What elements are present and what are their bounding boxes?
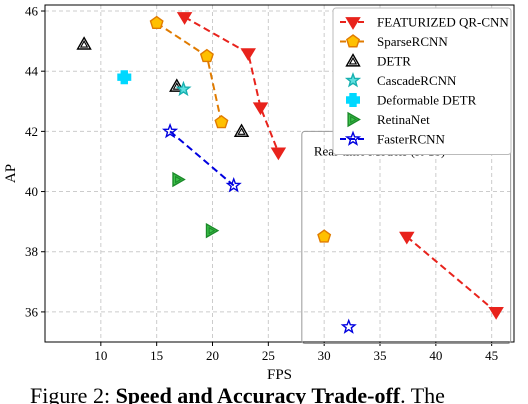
realtime-marks xyxy=(317,229,504,334)
legend: FEATURIZED QR-CNN SparseRCNN DETR CascadeRC… xyxy=(332,7,512,155)
series-fasterrcnn xyxy=(161,122,242,193)
x-tick-label: 45 xyxy=(485,348,498,363)
caption-suffix: . The xyxy=(400,383,445,404)
caption-bold: Speed and Accuracy Trade-off xyxy=(116,383,401,404)
legend-label: FEATURIZED QR-CNN xyxy=(377,15,509,30)
legend-label: FasterRCNN xyxy=(377,132,446,147)
legend-marker xyxy=(345,17,361,30)
data-point-inner xyxy=(172,82,181,90)
legend-box xyxy=(332,7,512,155)
legend-label: RetinaNet xyxy=(377,112,430,127)
legend-marker xyxy=(345,53,361,67)
series-retinanet xyxy=(172,171,220,239)
legend-marker-inner xyxy=(348,56,358,65)
legend-marker xyxy=(345,34,361,48)
data-point xyxy=(176,12,193,25)
data-point-inner xyxy=(208,226,216,235)
series-layer xyxy=(76,12,287,239)
data-point xyxy=(161,122,179,139)
data-point xyxy=(175,80,192,97)
y-tick-label: 42 xyxy=(25,124,38,139)
legend-item-retinanet: RetinaNet xyxy=(347,111,430,128)
legend-marker xyxy=(347,111,361,128)
x-tick-label: 35 xyxy=(374,348,387,363)
legend-marker xyxy=(344,130,362,146)
x-tick-label: 30 xyxy=(318,348,331,363)
data-point xyxy=(169,78,185,92)
y-ticks: 36 38 40 42 44 46 xyxy=(25,4,45,319)
data-point-inner xyxy=(237,127,246,135)
series-line xyxy=(169,130,235,187)
realtime-point-sparsercnn xyxy=(317,229,332,243)
data-point xyxy=(149,15,164,30)
data-point xyxy=(117,70,132,85)
y-tick-label: 44 xyxy=(25,64,39,79)
series-featurized-qr-cnn xyxy=(176,12,287,161)
data-point xyxy=(240,48,256,61)
series-cascadercnn xyxy=(175,80,192,97)
data-point xyxy=(76,36,92,50)
legend-item-deformable-detr: Deformable DETR xyxy=(346,93,477,108)
legend-marker-outer xyxy=(345,53,361,67)
legend-marker-inner xyxy=(350,115,358,124)
x-axis-label: FPS xyxy=(267,367,292,383)
series-sparsercnn xyxy=(149,15,229,129)
data-point-inner xyxy=(79,40,89,48)
figure-caption: Figure 2: Speed and Accuracy Trade-off. … xyxy=(30,383,445,404)
x-tick-label: 15 xyxy=(150,348,163,363)
x-tick-label: 25 xyxy=(262,348,275,363)
x-tick-label: 10 xyxy=(94,348,107,363)
y-tick-label: 46 xyxy=(25,4,39,19)
caption-prefix: Figure 2: xyxy=(30,383,116,404)
data-point xyxy=(214,114,229,129)
legend-label: CascadeRCNN xyxy=(377,73,457,88)
x-tick-label: 20 xyxy=(206,348,219,363)
plot-frame xyxy=(44,4,515,343)
data-point xyxy=(199,48,214,63)
realtime-point-featurized-qr-cnn xyxy=(488,306,504,320)
y-tick-label: 38 xyxy=(25,244,38,259)
realtime-line xyxy=(406,235,497,313)
legend-item-cascadercnn: CascadeRCNN xyxy=(344,72,457,88)
y-axis-label: AP xyxy=(3,164,19,183)
data-point xyxy=(252,102,269,116)
legend-item-featurized-qr-cnn: FEATURIZED QR-CNN xyxy=(340,15,509,30)
legend-label: SparseRCNN xyxy=(377,34,448,49)
series-deformable-detr xyxy=(117,70,132,85)
data-point-outer xyxy=(76,36,92,50)
realtime-point-fasterrcnn xyxy=(340,318,357,334)
legend-label: Deformable DETR xyxy=(377,93,477,108)
series-line xyxy=(156,22,223,123)
x-tick-label: 40 xyxy=(429,348,442,363)
legend-item-fasterrcnn: FasterRCNN xyxy=(340,130,446,147)
legend-marker xyxy=(346,93,360,107)
y-tick-label: 40 xyxy=(25,184,38,199)
data-point-outer xyxy=(233,123,250,137)
legend-item-sparsercnn: SparseRCNN xyxy=(340,34,448,49)
legend-item-detr: DETR xyxy=(345,53,411,69)
realtime-point-featurized-qr-cnn xyxy=(399,231,415,245)
x-ticks: 10 15 20 25 30 35 40 45 xyxy=(94,342,498,363)
series-line xyxy=(184,16,280,153)
data-point xyxy=(233,123,250,137)
y-tick-label: 36 xyxy=(25,304,39,319)
legend-label: DETR xyxy=(377,54,411,69)
data-point xyxy=(225,177,242,193)
legend-marker xyxy=(344,72,362,88)
data-point-outer xyxy=(169,78,185,92)
data-point xyxy=(172,171,186,188)
series-detr xyxy=(76,36,250,137)
data-point xyxy=(270,147,287,161)
data-point xyxy=(205,222,220,239)
data-point-inner xyxy=(175,175,182,184)
